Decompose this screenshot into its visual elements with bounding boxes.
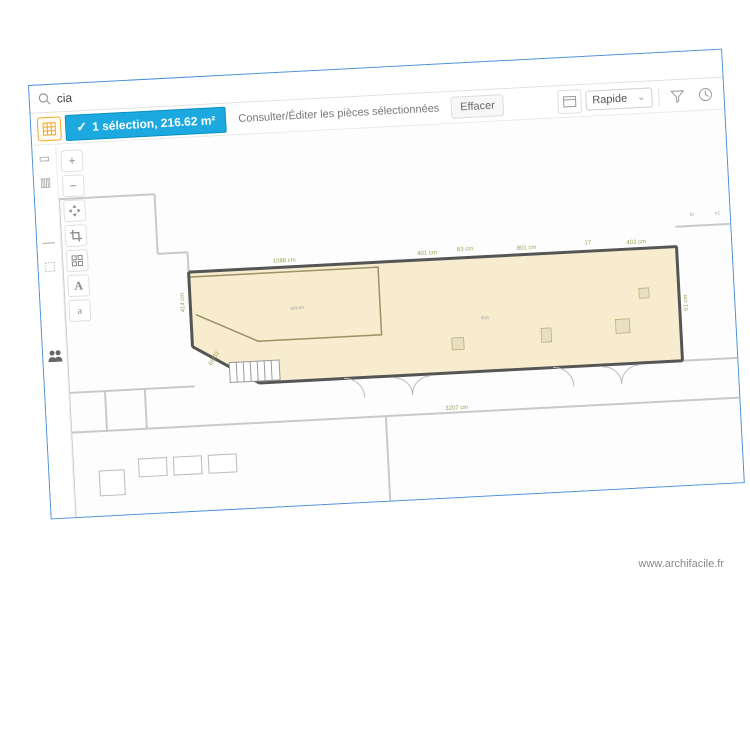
- grid-icon: [42, 121, 57, 136]
- svg-text:456: 456: [480, 315, 489, 321]
- dim-top-5: 17: [584, 240, 592, 246]
- dim-bottom: 3207 cm: [445, 405, 468, 412]
- mode-dropdown[interactable]: Rapide ⌄: [585, 87, 653, 110]
- grid-small-icon: [71, 254, 84, 267]
- zoom-in-button[interactable]: +: [60, 149, 83, 172]
- zoom-out-button[interactable]: −: [62, 174, 85, 197]
- check-icon: ✓: [76, 118, 88, 135]
- view-toggle-button[interactable]: [557, 89, 582, 114]
- gap: [46, 197, 48, 227]
- dim-top-1: 1088 cm: [273, 258, 296, 265]
- app-window: ✓ 1 sélection, 216.62 m² Consulter/Édite…: [28, 49, 745, 520]
- dim-top-6: 403 cm: [626, 239, 646, 246]
- gap2: [51, 281, 54, 341]
- people-icon: [46, 350, 63, 363]
- svg-text:6r: 6r: [690, 212, 695, 218]
- dim-left-1: 414 cm: [180, 293, 187, 313]
- filter-icon: [670, 88, 685, 103]
- window-icon: [562, 94, 577, 109]
- filter-button[interactable]: [665, 83, 690, 108]
- crop-icon: [70, 229, 83, 242]
- history-button[interactable]: [693, 81, 718, 106]
- watermark: www.archifacile.fr: [638, 558, 724, 570]
- side-tool-3[interactable]: —: [39, 233, 58, 252]
- divider: [658, 87, 660, 105]
- crop-button[interactable]: [64, 224, 87, 247]
- dim-top-3: 83 cm: [457, 246, 474, 253]
- text-large-button[interactable]: A: [67, 274, 90, 297]
- side-tool-2[interactable]: ▥: [36, 173, 55, 192]
- dim-right: 61 cm: [683, 294, 690, 311]
- svg-text:n1: n1: [715, 210, 721, 216]
- mode-label: Rapide: [592, 92, 627, 106]
- side-tool-users[interactable]: [45, 347, 64, 366]
- move-icon: [68, 204, 81, 217]
- grid-button[interactable]: [66, 249, 89, 272]
- clock-icon: [698, 87, 713, 102]
- side-tool-4[interactable]: ⬚: [41, 257, 60, 276]
- spacer: [508, 102, 554, 104]
- grid-tool-button[interactable]: [37, 116, 62, 141]
- floorplan-drawing: 1088 cm 401 cm 83 cm 801 cm 17 403 cm 41…: [32, 110, 744, 519]
- fit-button[interactable]: [63, 199, 86, 222]
- chevron-down-icon: ⌄: [637, 92, 646, 103]
- clear-button[interactable]: Effacer: [451, 94, 505, 119]
- consult-edit-button[interactable]: Consulter/Éditer les pièces sélectionnée…: [230, 98, 448, 129]
- dim-top-2: 401 cm: [417, 250, 437, 257]
- side-tool-1[interactable]: ▭: [35, 149, 54, 168]
- text-small-button[interactable]: a: [68, 299, 91, 322]
- svg-text:atrium: atrium: [290, 305, 304, 312]
- floorplan-canvas[interactable]: ▭ ▥ — ⬚ + − A a: [32, 110, 744, 519]
- dim-top-4: 801 cm: [517, 245, 537, 252]
- selection-text: 1 sélection, 216.62 m²: [92, 113, 216, 133]
- selection-badge: ✓ 1 sélection, 216.62 m²: [65, 106, 227, 140]
- search-icon: [37, 92, 51, 106]
